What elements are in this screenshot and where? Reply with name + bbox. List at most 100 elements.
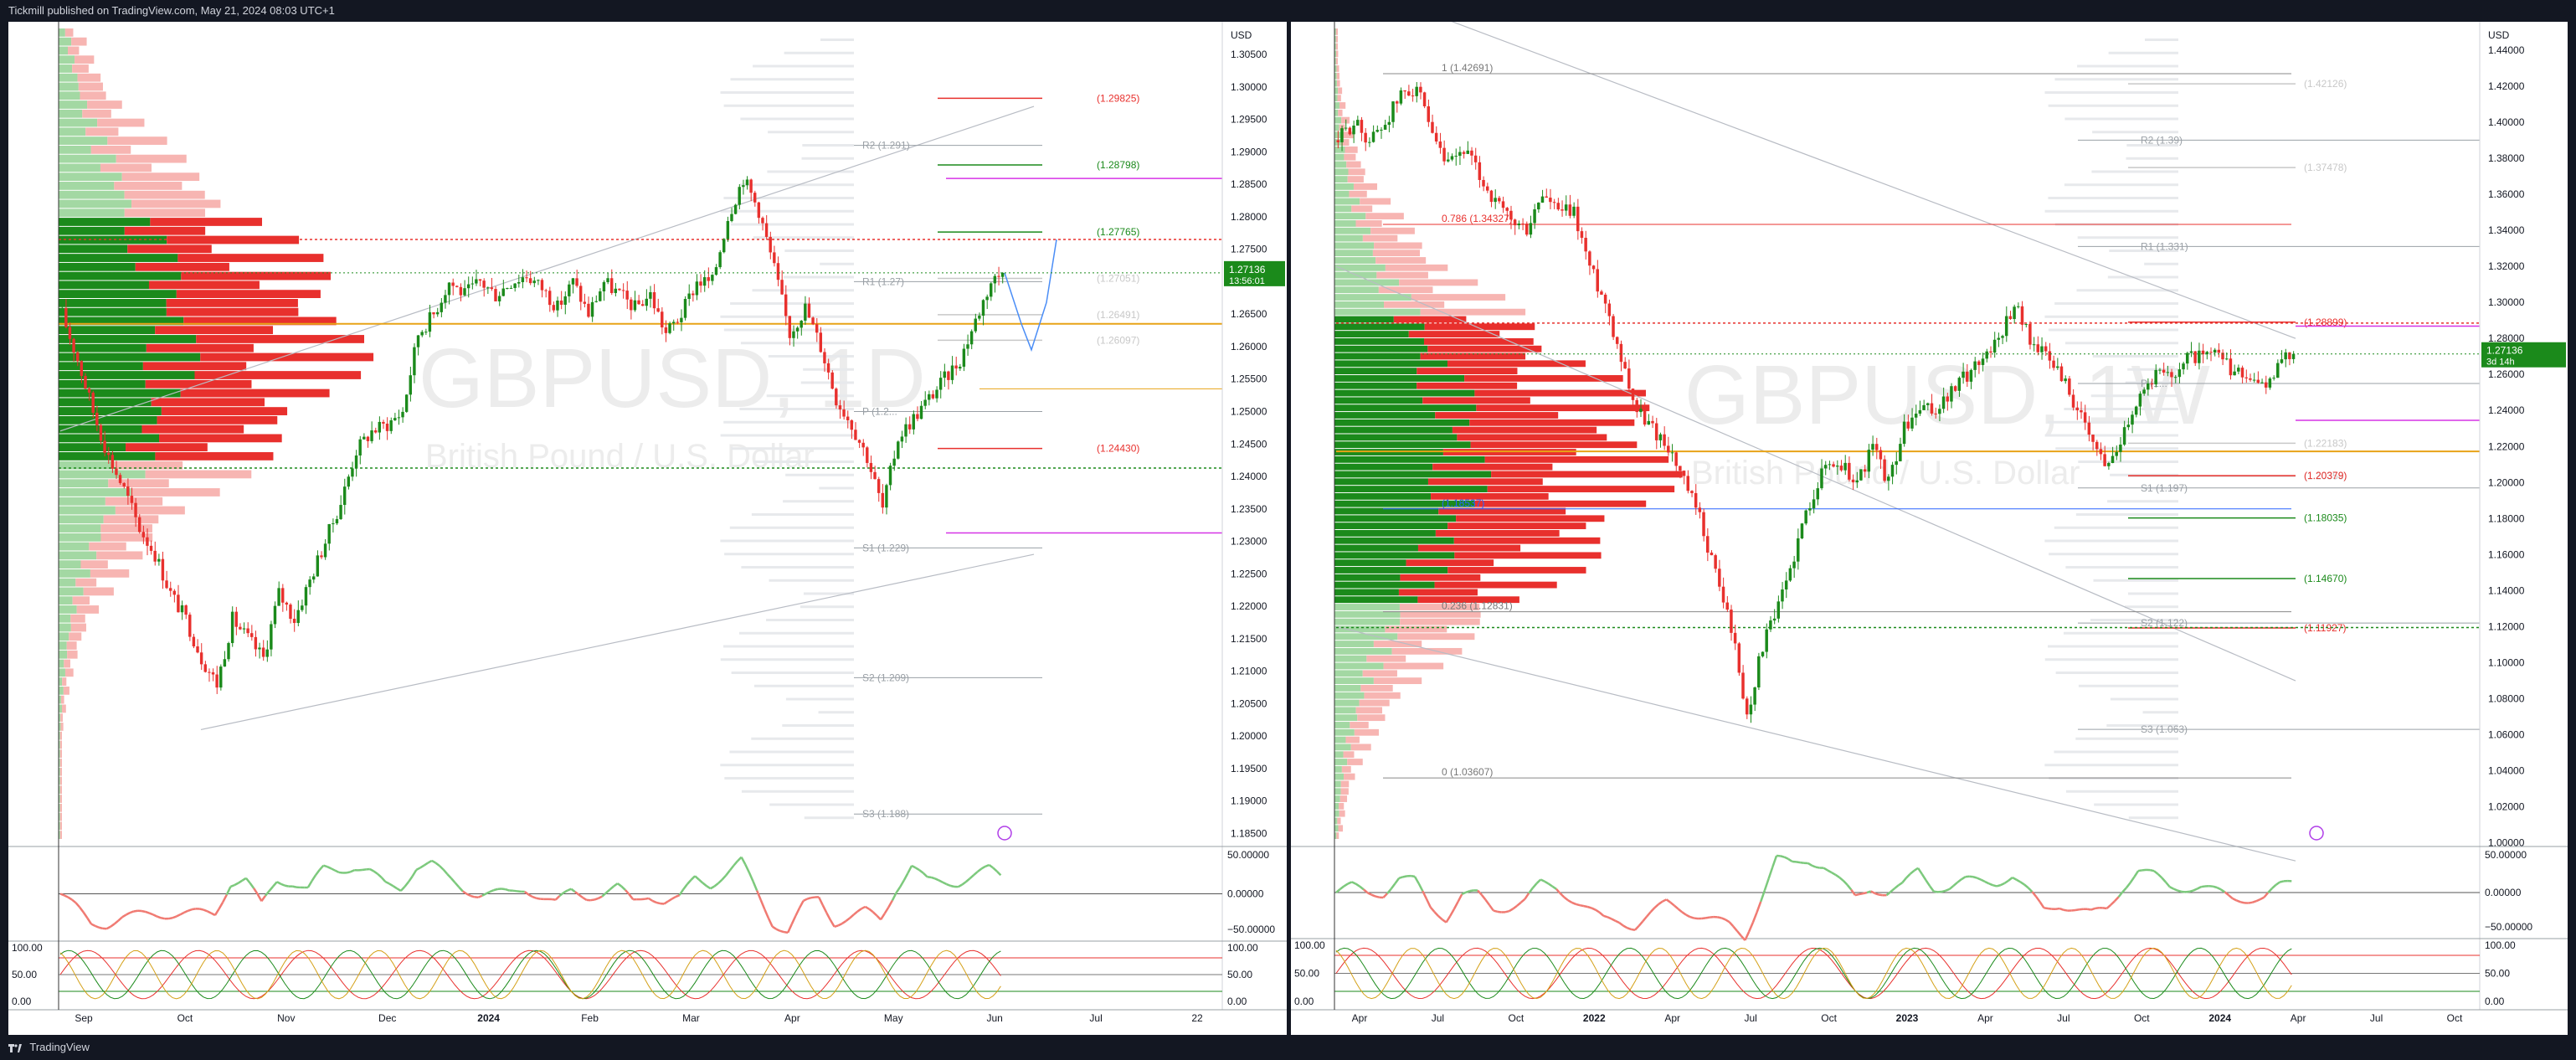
candle <box>466 276 470 298</box>
volume-bar-up <box>1334 419 1470 426</box>
oscillator-segment <box>671 895 676 900</box>
candle <box>966 334 969 356</box>
pivot-label: R1 (1.27) <box>862 275 904 287</box>
oscillator-segment <box>1555 888 1561 894</box>
candle-body <box>548 291 552 306</box>
stoch-tick: 100.00 <box>1227 942 1258 954</box>
oscillator-segment <box>1607 916 1612 920</box>
candle <box>501 280 505 296</box>
candle-body <box>1473 155 1478 162</box>
candle-body <box>707 277 710 281</box>
volume-bar-up <box>1334 722 1350 728</box>
candle-body <box>881 492 884 508</box>
volume-bar-up <box>59 659 64 668</box>
volume-bar-down <box>59 821 62 831</box>
candle-body <box>323 543 327 558</box>
volume-profile-right-bar <box>783 275 854 279</box>
candle <box>401 407 404 423</box>
oscillator-segment <box>976 867 983 873</box>
oscillator-segment <box>872 911 878 917</box>
volume-bar-up <box>1334 647 1392 655</box>
stoch-tick: 100.00 <box>2485 939 2516 951</box>
oscillator-segment <box>755 890 762 901</box>
candle-body <box>1375 130 1379 132</box>
candle <box>211 668 215 682</box>
volume-bar-down <box>1398 589 1478 596</box>
candle-body <box>800 320 803 328</box>
candle-body <box>1890 465 1895 477</box>
candle <box>1965 364 1969 387</box>
oscillator-segment <box>249 882 255 889</box>
candle <box>2233 364 2236 376</box>
candle-body <box>795 327 800 332</box>
volume-bar-up <box>1334 412 1436 419</box>
candle <box>153 541 157 566</box>
volume-bar-up <box>59 650 68 659</box>
candle <box>730 208 733 223</box>
volume-bar-down <box>75 578 97 587</box>
candle-body <box>2080 410 2083 413</box>
oscillator-segment <box>2177 889 2183 893</box>
volume-bar-up <box>1334 87 1339 95</box>
volume-bar-down <box>60 713 63 723</box>
candle-body <box>938 378 943 390</box>
volume-profile-right-bar <box>2093 579 2178 582</box>
candle-body <box>1663 434 1666 446</box>
candle <box>137 514 141 534</box>
volume-bar-up <box>59 398 152 407</box>
candle-body <box>1364 132 1367 143</box>
oscillator-segment <box>563 889 568 894</box>
volume-bar-up <box>1334 301 1385 308</box>
candle <box>1454 148 1458 166</box>
volume-profile-right-bar <box>753 684 854 687</box>
candle <box>1591 265 1596 274</box>
level-label: (1.42126) <box>2304 78 2347 90</box>
oscillator-segment <box>1736 930 1742 937</box>
volume-bar-up <box>1334 692 1365 699</box>
volume-bar-down <box>1345 736 1360 744</box>
oscillator-segment <box>713 882 719 888</box>
candle <box>838 399 842 419</box>
oscillator-segment <box>748 872 754 882</box>
volume-profile-right-bar <box>2047 645 2178 648</box>
candle <box>327 523 331 551</box>
volume-bar-down <box>89 542 126 551</box>
oscillator-segment <box>470 894 476 898</box>
volume-bar-up <box>1334 492 1432 500</box>
candle <box>494 286 497 302</box>
candle-body <box>486 287 490 289</box>
candle <box>718 250 722 270</box>
oscillator-segment <box>2106 903 2112 909</box>
candle <box>1926 402 1930 411</box>
candle <box>1737 641 1741 677</box>
oscillator-segment <box>2165 881 2171 888</box>
lightning-icon <box>2309 826 2324 841</box>
volume-bar-up <box>1334 559 1406 567</box>
oscillator-segment <box>717 878 723 884</box>
candle <box>2095 440 2099 456</box>
candle-body <box>277 588 280 606</box>
oscillator-segment <box>841 919 847 925</box>
oscillator-segment <box>2267 888 2273 894</box>
candle <box>134 497 137 527</box>
candle-body <box>811 317 815 325</box>
volume-bar-up <box>1334 257 1376 264</box>
oscillator-segment <box>1480 893 1487 901</box>
volume-bar-up <box>1334 707 1356 714</box>
volume-profile-right-bar <box>2076 289 2178 292</box>
volume-bar-down <box>135 262 229 271</box>
level-label: (1.37478) <box>2304 162 2347 173</box>
volume-bar-down <box>1355 707 1383 714</box>
volume-bar-down <box>131 199 221 208</box>
candle-body <box>301 605 304 610</box>
candle <box>540 278 544 298</box>
candle-body <box>215 674 219 688</box>
oscillator-segment <box>883 906 890 914</box>
candle-body <box>1454 156 1458 157</box>
oscillator-segment <box>408 875 414 882</box>
volume-bar-up <box>1334 337 1424 345</box>
